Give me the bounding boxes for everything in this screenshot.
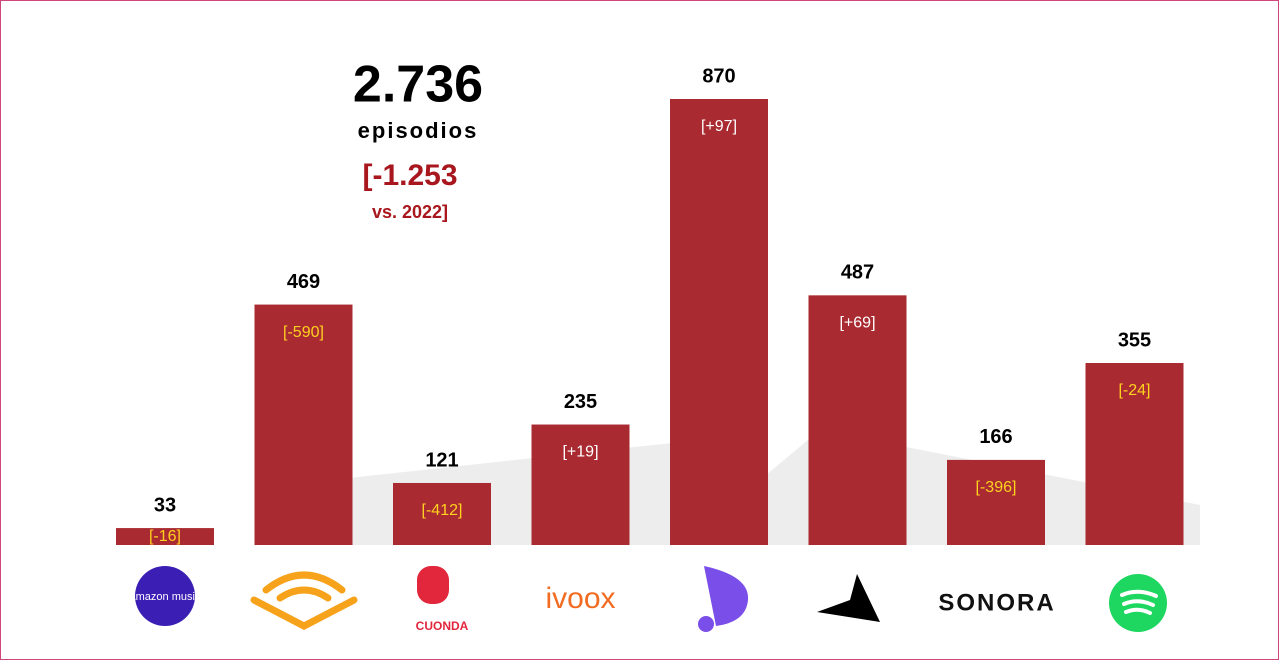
change-ref: vs. 2022] [372, 202, 448, 222]
category-label: ivoox [545, 582, 615, 615]
change-label: [+97] [701, 118, 737, 135]
audible-logo [250, 571, 358, 630]
category-label: amazon music [130, 591, 201, 603]
change-label: [-16] [149, 528, 181, 545]
podimo-logo [704, 566, 749, 626]
change-label: [+69] [839, 315, 875, 332]
value-label: 33 [154, 494, 176, 516]
bar [531, 424, 630, 545]
spotify-waves [1120, 589, 1158, 615]
bar [1085, 363, 1184, 545]
bar [116, 528, 214, 545]
change-label: [-412] [422, 502, 463, 519]
category-label: CUONDA [416, 619, 469, 633]
category-label: SONORA [938, 589, 1055, 616]
total: 2.736 [353, 56, 483, 114]
value-label: 166 [979, 426, 1012, 448]
unit: episodios [358, 118, 479, 143]
change-label: [+19] [562, 444, 598, 461]
bar [670, 99, 768, 545]
bar [393, 482, 491, 545]
change-label: [-590] [283, 324, 324, 341]
cuonda-logo [417, 566, 449, 604]
bar [808, 295, 907, 545]
value-label: 487 [841, 262, 874, 284]
value-label: 355 [1118, 329, 1151, 351]
change-label: [-24] [1118, 382, 1150, 399]
value-label: 235 [564, 391, 597, 413]
value-label: 870 [702, 65, 735, 87]
value-label: 121 [425, 449, 458, 471]
total-change: [-1.253 [362, 159, 457, 192]
bar [947, 459, 1045, 545]
podimo-dot [698, 616, 714, 632]
bar [254, 304, 353, 545]
value-label: 469 [287, 271, 320, 293]
arrow-logo [817, 574, 880, 622]
change-label: [-396] [976, 479, 1017, 496]
amazon-logo [135, 566, 195, 626]
